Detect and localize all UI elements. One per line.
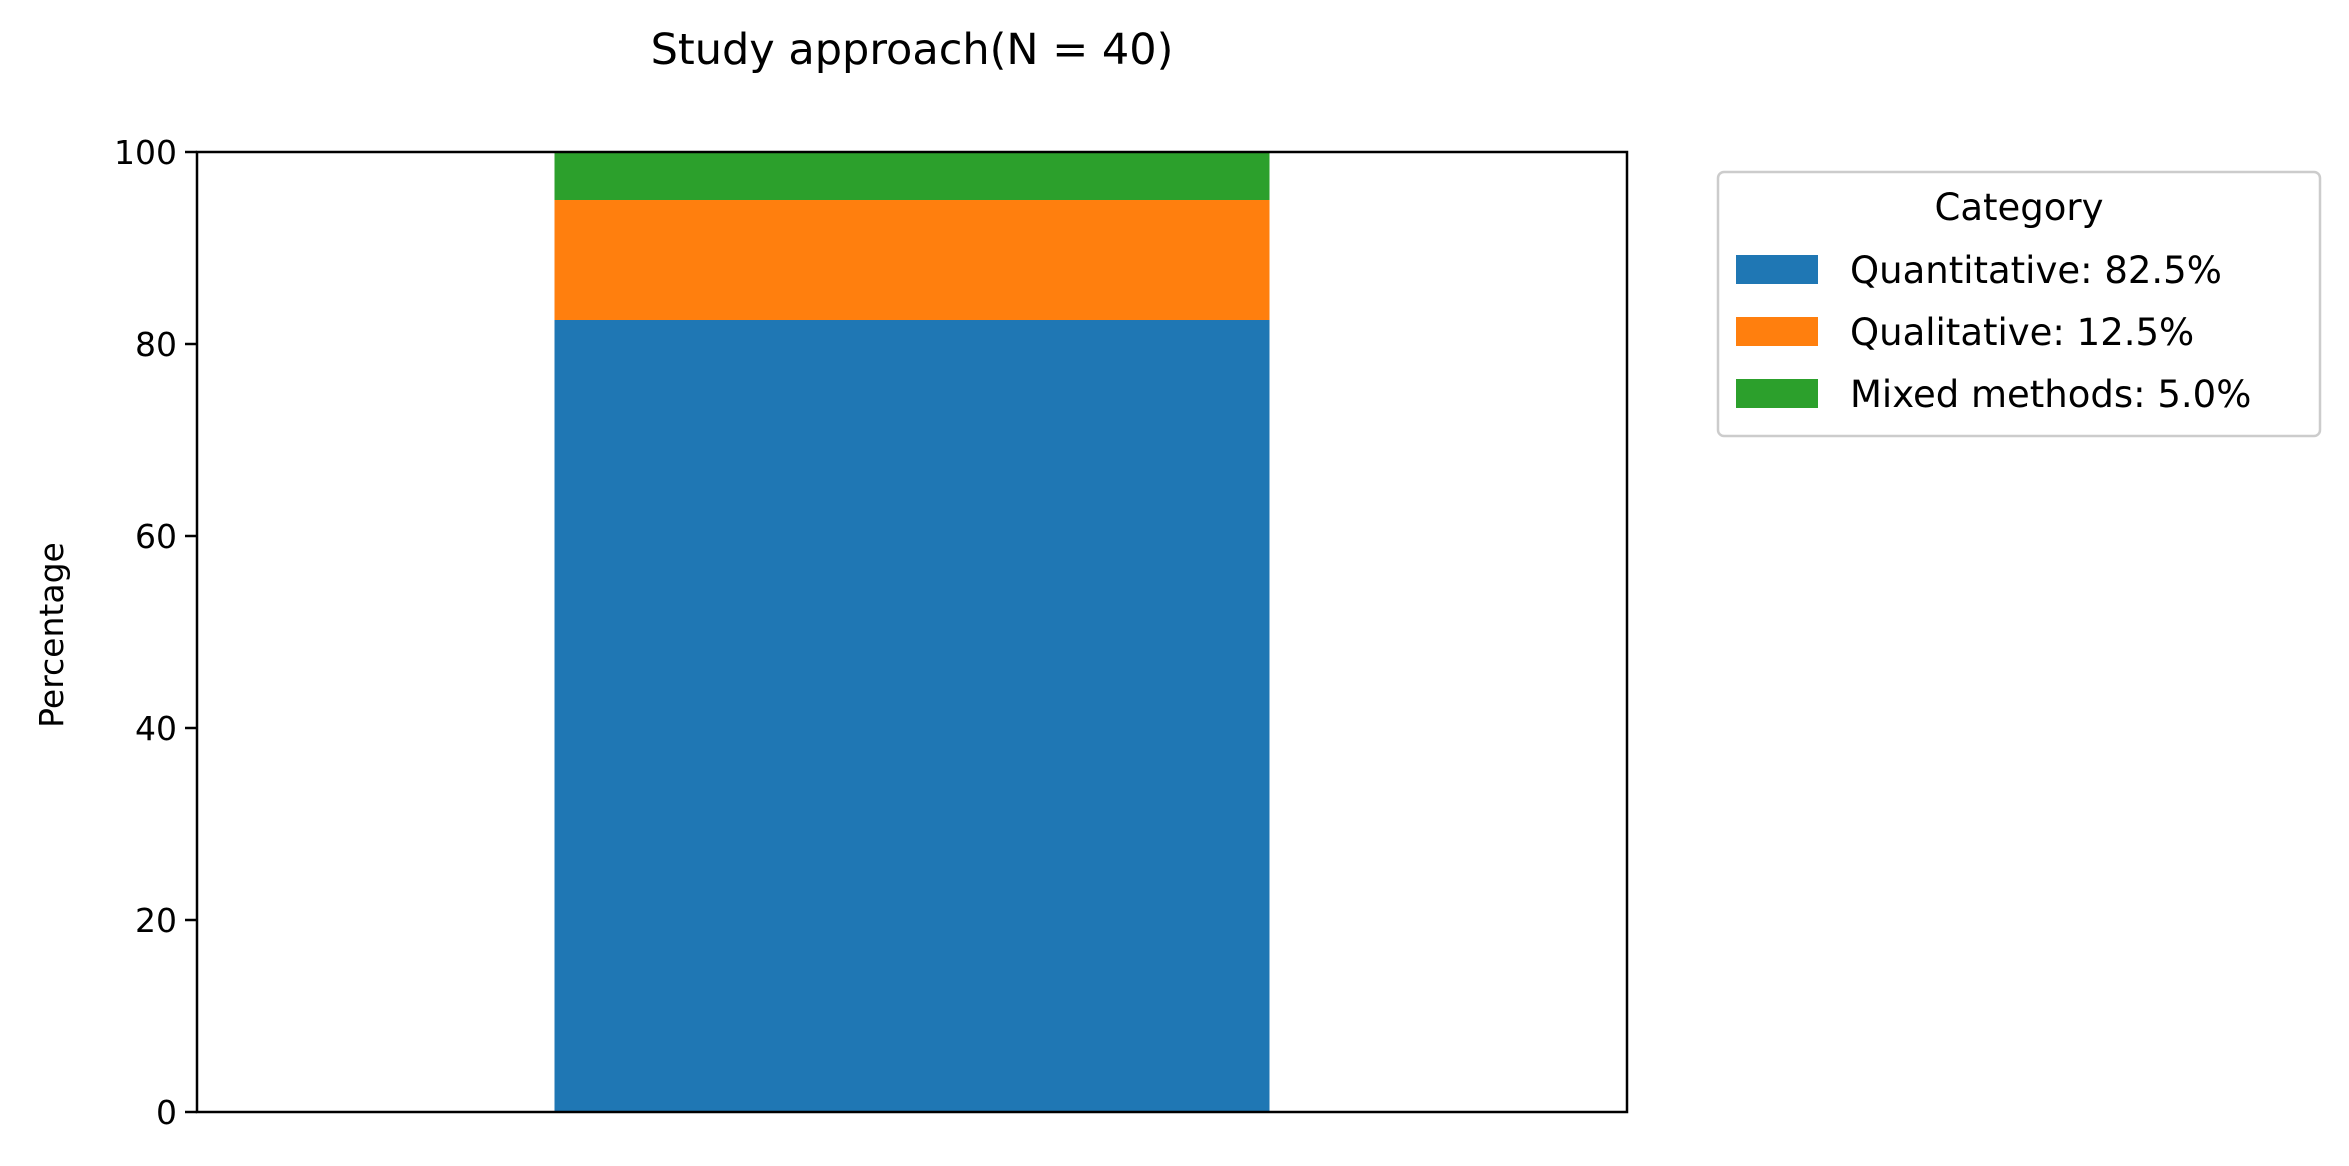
legend-label-2: Qualitative: 12.5% (1850, 311, 2194, 354)
legend: Category Quantitative: 82.5% Qualitative:… (1716, 170, 2322, 438)
y-tick-label: 60 (135, 517, 177, 556)
y-tick-label: 20 (135, 901, 177, 940)
y-tick-label: 0 (156, 1093, 177, 1132)
plot-frame (195, 150, 1629, 1114)
bars-group (554, 152, 1270, 1112)
legend-swatch-2 (1736, 317, 1818, 346)
legend-frame (1716, 170, 2322, 438)
legend-label-1: Quantitative: 82.5% (1850, 249, 2222, 292)
bar-segment-1 (554, 320, 1270, 1112)
legend-items: Quantitative: 82.5% Qualitative: 12.5% Mix… (1736, 249, 2251, 416)
y-axis: 0 20 40 60 80 100 (114, 133, 197, 1132)
legend-swatch-3 (1736, 379, 1818, 408)
bar-segment-2 (554, 200, 1270, 320)
y-tick-label: 40 (135, 709, 177, 748)
legend-title: Category (1934, 186, 2103, 229)
bar-segment-3 (554, 152, 1270, 200)
y-tick-label: 80 (135, 325, 177, 364)
y-axis-label: Percentage (32, 542, 71, 728)
legend-swatch-1 (1736, 255, 1818, 284)
chart-title: Study approach(N = 40) (651, 25, 1174, 75)
y-tick-label: 100 (114, 133, 177, 172)
legend-label-3: Mixed methods: 5.0% (1850, 373, 2251, 416)
